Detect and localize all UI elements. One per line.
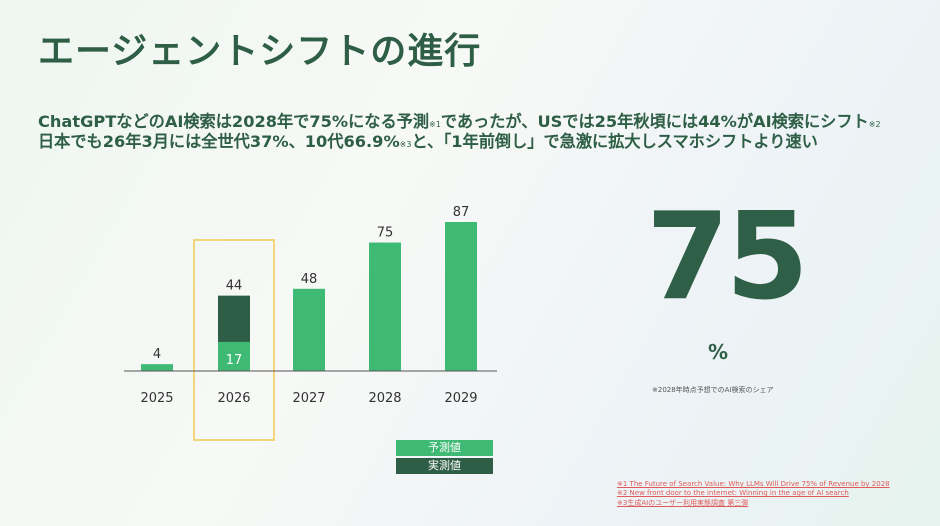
footnote-marker-1: ※1 [429, 120, 441, 129]
x-tick-2028: 2028 [368, 391, 401, 406]
subtitle-line-1-part-a: ChatGPTなどのAI検索は2028年で75%になる予測 [38, 112, 430, 131]
data-label-2026: 44 [226, 279, 243, 294]
legend-forecast: 予測値 [396, 440, 493, 456]
bar-forecast-2025 [141, 364, 173, 371]
footnote-link-3[interactable]: ※3生成AIのユーザー利用実態調査 第三弾 [617, 499, 749, 507]
bar-forecast-2028 [369, 242, 401, 371]
x-tick-2027: 2027 [292, 391, 325, 406]
subtitle-line-1-part-b: であったが、USでは25年秋頃には44%がAI検索にシフト [440, 112, 869, 131]
bar-forecast-2029 [445, 222, 477, 371]
highlight-unit: % [708, 340, 729, 364]
data-label-2025: 4 [153, 347, 161, 362]
footnote-link-1[interactable]: ※1 The Future of Search Value: Why LLMs … [617, 480, 890, 488]
highlight-note: ※2028年時点予想でのAI検索のシェア [652, 386, 774, 394]
footnote-marker-3: ※3 [399, 140, 412, 149]
subtitle-line-1: ChatGPTなどのAI検索は2028年で75%になる予測※1であったが、USで… [38, 108, 881, 132]
data-label-2027: 48 [301, 272, 318, 287]
x-tick-2025: 2025 [140, 391, 173, 406]
x-tick-2026: 2026 [217, 391, 250, 406]
highlight-value: 75 [646, 188, 809, 327]
subtitle-line-2: 日本でも26年3月には全世代37%、10代66.9%※3と、「1年前倒し」で急激… [38, 128, 818, 152]
bar-forecast-2027 [293, 288, 325, 371]
page-title: エージェントシフトの進行 [38, 31, 482, 72]
data-label-2029: 87 [453, 205, 470, 220]
bar-forecast-2026 [218, 341, 250, 371]
inner-label-2026: 17 [226, 353, 243, 368]
footnote-marker-2: ※2 [868, 120, 881, 129]
subtitle-line-2-part-a: 日本でも26年3月には全世代37%、10代66.9% [38, 132, 400, 151]
highlight-box-2026 [193, 239, 275, 441]
x-tick-2029: 2029 [444, 391, 477, 406]
subtitle-line-2-part-b: と、「1年前倒し」で急激に拡大しスマホシフトより速い [411, 132, 818, 151]
footnote-link-2[interactable]: ※2 New front door to the internet: Winni… [617, 489, 849, 497]
legend-actual: 実測値 [396, 458, 493, 474]
data-label-2028: 75 [377, 226, 394, 241]
